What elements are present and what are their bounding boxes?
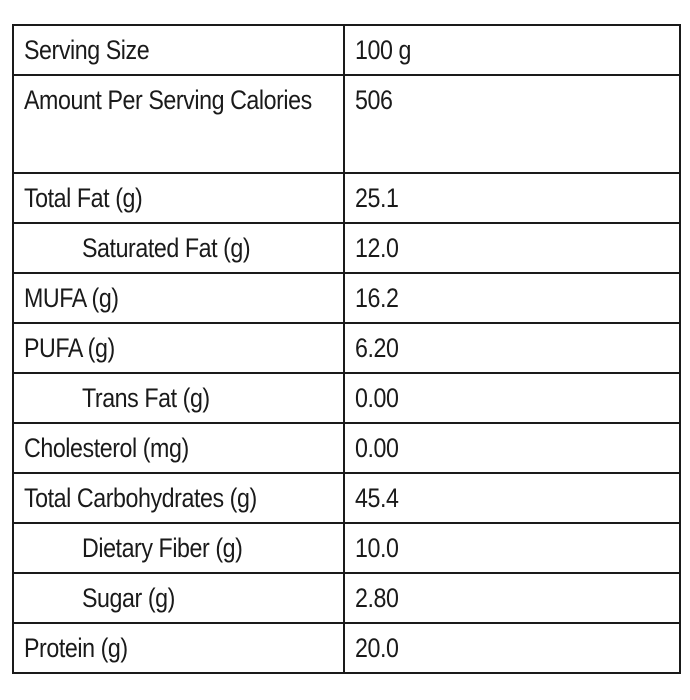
row-label: MUFA (g) xyxy=(12,272,345,324)
table-row-mufa: MUFA (g) 16.2 xyxy=(12,272,681,324)
table-row-trans-fat: Trans Fat (g) 0.00 xyxy=(12,372,681,424)
table-row-total-carbohydrates: Total Carbohydrates (g) 45.4 xyxy=(12,472,681,524)
row-value: 16.2 xyxy=(343,272,681,324)
row-value: 20.0 xyxy=(343,622,681,674)
row-label: Protein (g) xyxy=(12,622,345,674)
row-label: Saturated Fat (g) xyxy=(12,222,345,274)
row-value: 100 g xyxy=(343,24,681,76)
table-row-serving-size: Serving Size 100 g xyxy=(12,24,681,76)
table-row-dietary-fiber: Dietary Fiber (g) 10.0 xyxy=(12,522,681,574)
row-value: 12.0 xyxy=(343,222,681,274)
table-row-calories: Amount Per Serving Calories 506 xyxy=(12,74,681,174)
row-value: 0.00 xyxy=(343,372,681,424)
row-value: 10.0 xyxy=(343,522,681,574)
table-row-sugar: Sugar (g) 2.80 xyxy=(12,572,681,624)
row-value: 25.1 xyxy=(343,172,681,224)
row-value: 2.80 xyxy=(343,572,681,624)
row-value: 6.20 xyxy=(343,322,681,374)
row-label: Trans Fat (g) xyxy=(12,372,345,424)
row-label: Amount Per Serving Calories xyxy=(12,74,345,174)
row-label: PUFA (g) xyxy=(12,322,345,374)
table-row-saturated-fat: Saturated Fat (g) 12.0 xyxy=(12,222,681,274)
row-label: Sugar (g) xyxy=(12,572,345,624)
table-row-cholesterol: Cholesterol (mg) 0.00 xyxy=(12,422,681,474)
row-label: Cholesterol (mg) xyxy=(12,422,345,474)
table-row-total-fat: Total Fat (g) 25.1 xyxy=(12,172,681,224)
nutrition-facts-table: Serving Size 100 g Amount Per Serving Ca… xyxy=(12,24,681,674)
table-row-protein: Protein (g) 20.0 xyxy=(12,622,681,674)
row-value: 506 xyxy=(343,74,681,174)
row-value: 0.00 xyxy=(343,422,681,474)
row-label: Serving Size xyxy=(12,24,345,76)
table-row-pufa: PUFA (g) 6.20 xyxy=(12,322,681,374)
row-label: Total Fat (g) xyxy=(12,172,345,224)
row-value: 45.4 xyxy=(343,472,681,524)
row-label: Total Carbohydrates (g) xyxy=(12,472,345,524)
row-label: Dietary Fiber (g) xyxy=(12,522,345,574)
